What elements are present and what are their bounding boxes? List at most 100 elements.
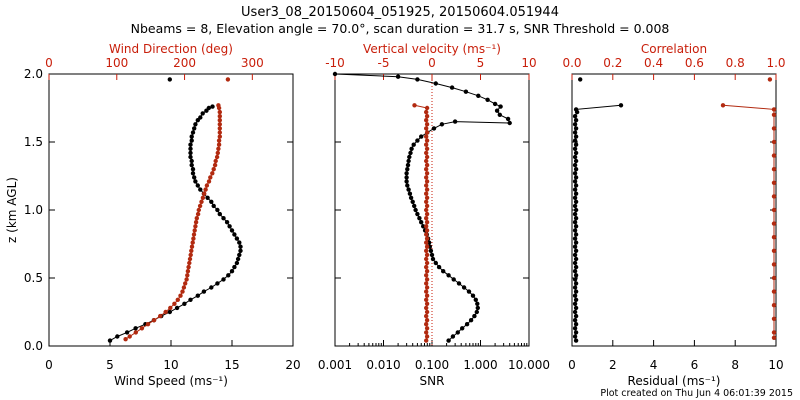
data-point [572, 203, 578, 209]
data-point [193, 122, 198, 127]
data-point [424, 260, 430, 266]
y-tick-label: 0.0 [24, 339, 43, 353]
data-point [189, 138, 194, 143]
data-point [475, 305, 480, 311]
data-point [572, 326, 578, 331]
data-point [573, 305, 579, 311]
data-point [771, 235, 777, 240]
data-point [573, 297, 579, 302]
data-point [424, 224, 429, 229]
series-2 [167, 77, 172, 82]
bottom-tick-label: 0.010 [366, 358, 400, 372]
data-point [187, 256, 193, 262]
data-point [107, 338, 113, 343]
data-point [424, 236, 430, 241]
data-point [424, 309, 430, 315]
data-point [572, 179, 578, 184]
data-point [431, 126, 437, 131]
data-point [189, 248, 194, 253]
bottom-tick-label: 0.100 [415, 358, 449, 372]
data-point [771, 139, 777, 145]
data-point [197, 203, 203, 209]
y-tick-label: 0.5 [24, 271, 43, 285]
data-point [424, 285, 430, 290]
data-point [572, 171, 578, 176]
series-3 [123, 103, 222, 342]
data-point [424, 203, 430, 209]
data-point [211, 167, 216, 172]
data-point [195, 293, 200, 298]
data-point [771, 194, 777, 199]
data-point [332, 71, 338, 77]
data-point [124, 330, 130, 335]
data-point [212, 162, 218, 168]
data-point [185, 269, 191, 274]
data-point [167, 77, 172, 82]
data-point [572, 236, 578, 241]
data-point [424, 191, 429, 196]
data-point [217, 114, 222, 119]
data-point [618, 103, 624, 108]
data-point [127, 334, 132, 339]
data-point [407, 154, 412, 160]
series-3 [720, 103, 777, 340]
data-point [424, 293, 430, 298]
data-point [175, 297, 180, 302]
data-point [194, 216, 199, 221]
data-point [424, 216, 429, 221]
data-point [412, 203, 417, 209]
data-point [573, 167, 579, 172]
data-point [186, 264, 191, 270]
data-point [572, 285, 578, 290]
data-point [216, 142, 222, 147]
data-point [573, 256, 579, 262]
data-point [424, 269, 430, 274]
data-point [572, 293, 578, 298]
data-point [199, 199, 204, 204]
data-point [572, 138, 578, 143]
top-tick-label: 1.0 [766, 56, 785, 70]
data-point [463, 89, 469, 94]
y-axis-label: z (km AGL) [5, 177, 19, 243]
data-point [424, 126, 429, 131]
data-point [464, 322, 470, 327]
data-point [452, 119, 458, 124]
bottom-tick-label: 10.000 [508, 358, 550, 372]
data-point [206, 179, 212, 184]
data-point [183, 281, 188, 286]
series-line [334, 73, 511, 341]
top-tick-label: 0.2 [603, 56, 622, 70]
data-point [572, 211, 578, 217]
data-point [406, 158, 411, 164]
data-point [460, 326, 465, 331]
data-point [188, 150, 193, 156]
top-tick-label: 300 [241, 56, 264, 70]
data-point [209, 199, 214, 204]
data-point [419, 220, 424, 225]
data-point [424, 252, 430, 258]
data-point [232, 264, 237, 270]
data-point [216, 146, 221, 151]
plot-footer: Plot created on Thu Jun 4 06:01:39 2015 [600, 388, 793, 399]
data-point [572, 244, 578, 249]
data-point [424, 134, 429, 139]
data-point [572, 195, 578, 200]
data-point [424, 256, 429, 262]
data-point [572, 162, 578, 168]
y-tick-label: 1.0 [24, 203, 43, 217]
data-point [189, 162, 194, 168]
data-point [424, 211, 430, 217]
data-point [433, 260, 438, 266]
series-2 [578, 77, 583, 82]
data-point [572, 301, 578, 306]
data-point [573, 207, 579, 213]
data-point [190, 171, 196, 176]
bottom-tick-label: 6 [691, 358, 699, 372]
data-point [198, 115, 203, 120]
series-line [722, 104, 775, 338]
data-point [417, 216, 422, 221]
data-point [415, 211, 420, 217]
data-point [424, 318, 430, 323]
data-point [771, 112, 777, 118]
data-point [190, 240, 195, 245]
